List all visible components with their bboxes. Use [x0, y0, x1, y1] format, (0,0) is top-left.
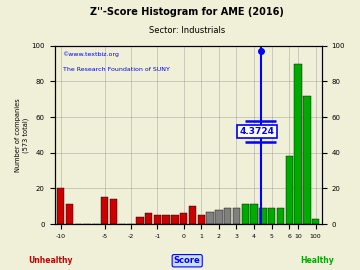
Bar — [294, 64, 302, 224]
Bar — [145, 213, 152, 224]
Y-axis label: Number of companies
(573 total): Number of companies (573 total) — [15, 98, 28, 172]
Bar — [66, 204, 73, 224]
Bar — [233, 208, 240, 224]
Text: Z''-Score Histogram for AME (2016): Z''-Score Histogram for AME (2016) — [90, 7, 284, 17]
Bar — [285, 156, 293, 224]
Text: The Research Foundation of SUNY: The Research Foundation of SUNY — [63, 67, 170, 72]
Text: ©www.textbiz.org: ©www.textbiz.org — [63, 51, 120, 57]
Bar — [303, 96, 311, 224]
Bar — [259, 208, 267, 224]
Bar — [250, 204, 258, 224]
Bar — [224, 208, 231, 224]
Bar — [57, 188, 64, 224]
Bar — [189, 206, 196, 224]
Bar — [180, 213, 188, 224]
Bar — [215, 210, 222, 224]
Bar — [277, 208, 284, 224]
Bar — [154, 215, 161, 224]
Bar — [171, 215, 179, 224]
Bar — [312, 219, 319, 224]
Text: Unhealthy: Unhealthy — [28, 256, 73, 265]
Bar — [198, 215, 205, 224]
Bar — [242, 204, 249, 224]
Bar — [110, 199, 117, 224]
Bar — [162, 215, 170, 224]
Bar — [101, 197, 108, 224]
Text: Healthy: Healthy — [300, 256, 334, 265]
Text: Sector: Industrials: Sector: Industrials — [149, 26, 225, 35]
Text: Score: Score — [174, 256, 201, 265]
Bar — [268, 208, 275, 224]
Bar — [206, 212, 214, 224]
Text: 4.3724: 4.3724 — [240, 127, 275, 136]
Bar — [136, 217, 144, 224]
